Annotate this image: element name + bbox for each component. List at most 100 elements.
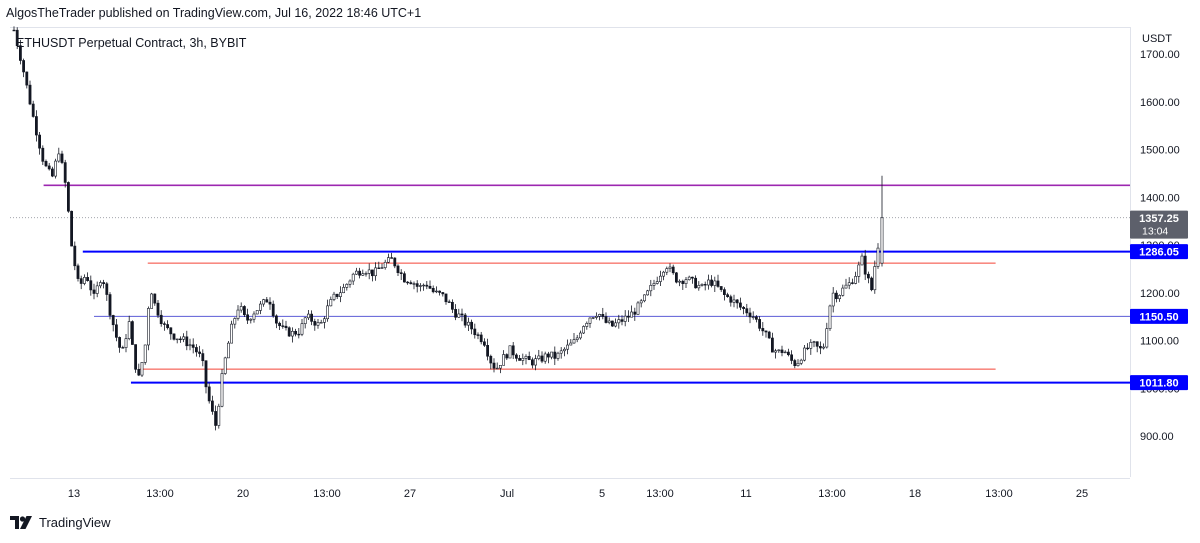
candle-body bbox=[236, 309, 240, 319]
candle-body bbox=[172, 333, 176, 340]
candle-body bbox=[751, 316, 755, 318]
candle-body bbox=[591, 317, 595, 319]
candle-body bbox=[63, 162, 67, 183]
x-tick-label: 5 bbox=[599, 488, 605, 500]
candle-body bbox=[825, 328, 829, 348]
candle-body bbox=[297, 333, 301, 336]
candle-body bbox=[838, 295, 842, 300]
candle-body bbox=[492, 362, 496, 369]
tradingview-logo-icon[interactable] bbox=[10, 515, 34, 530]
candle-body bbox=[575, 337, 579, 340]
x-tick-label: 13 bbox=[68, 488, 80, 500]
candle-body bbox=[540, 355, 544, 362]
candle-body bbox=[880, 217, 884, 264]
candle-body bbox=[626, 315, 630, 318]
candle-body bbox=[806, 347, 810, 350]
candle-body bbox=[67, 182, 70, 212]
candle-body bbox=[306, 313, 310, 319]
candle-body bbox=[742, 306, 746, 309]
candle-body bbox=[18, 45, 22, 61]
candle-body bbox=[550, 351, 554, 358]
candle-body bbox=[598, 314, 602, 317]
candle-body bbox=[252, 313, 256, 320]
candle-body bbox=[607, 320, 611, 323]
candle-body bbox=[345, 283, 349, 288]
candle-body bbox=[703, 284, 707, 286]
candle-body bbox=[265, 299, 269, 303]
candle-body bbox=[623, 315, 627, 322]
candle-body bbox=[402, 273, 406, 283]
candle-body bbox=[649, 285, 653, 292]
candle-body bbox=[822, 346, 826, 349]
current-price-badge-countdown: 13:04 bbox=[1142, 226, 1168, 238]
candle-body bbox=[159, 314, 163, 325]
candle-body bbox=[511, 345, 515, 356]
candle-body bbox=[41, 147, 45, 162]
candle-body bbox=[393, 257, 397, 267]
candle-body bbox=[335, 293, 339, 297]
candle-body bbox=[351, 273, 355, 282]
candle-body bbox=[377, 267, 381, 269]
candle-body bbox=[92, 289, 96, 294]
level-badge-1150.50: 1150.50 bbox=[1139, 311, 1178, 323]
x-tick-label: 13:00 bbox=[146, 488, 174, 500]
candle-body bbox=[470, 321, 474, 330]
candle-body bbox=[319, 322, 323, 324]
candle-body bbox=[716, 280, 720, 287]
x-tick-label: 25 bbox=[1076, 488, 1088, 500]
candle-body bbox=[99, 282, 102, 287]
candle-body bbox=[639, 300, 643, 304]
footer: TradingView bbox=[10, 515, 111, 530]
candle-body bbox=[121, 347, 125, 349]
y-tick-label: 1100.00 bbox=[1140, 336, 1179, 348]
level-badge-1011.80: 1011.80 bbox=[1139, 378, 1178, 390]
candle-body bbox=[211, 400, 214, 412]
level-badge-1011.80-bg bbox=[1130, 375, 1188, 391]
x-tick-label: 18 bbox=[909, 488, 921, 500]
candle-body bbox=[255, 310, 259, 315]
candle-body bbox=[860, 255, 864, 266]
candle-body bbox=[546, 353, 550, 358]
candle-body bbox=[674, 272, 678, 283]
candle-body bbox=[246, 314, 250, 321]
level-badge-1150.50-bg bbox=[1130, 308, 1188, 324]
candle-body bbox=[790, 354, 794, 361]
candle-body bbox=[658, 275, 662, 282]
candle-body bbox=[738, 302, 742, 308]
candle-body bbox=[831, 292, 835, 307]
chart-area[interactable] bbox=[10, 27, 1130, 479]
candle-body bbox=[195, 347, 198, 353]
candle-body bbox=[86, 277, 90, 281]
candle-body bbox=[140, 362, 144, 376]
candle-body bbox=[95, 285, 99, 294]
candle-body bbox=[585, 323, 589, 327]
candle-body bbox=[809, 342, 813, 349]
candle-body bbox=[115, 324, 118, 338]
candle-body bbox=[610, 320, 614, 327]
level-badge-1286.05-bg bbox=[1130, 244, 1188, 260]
candle-body bbox=[287, 327, 291, 337]
candle-body bbox=[12, 29, 16, 32]
candle-body bbox=[700, 284, 704, 286]
candle-body bbox=[111, 315, 115, 326]
candle-body bbox=[559, 350, 563, 354]
candle-body bbox=[214, 411, 218, 426]
candle-body bbox=[22, 60, 26, 73]
candle-body bbox=[310, 313, 314, 322]
x-tick-label: 13:00 bbox=[985, 488, 1013, 500]
candle-body bbox=[530, 359, 534, 366]
candle-body bbox=[201, 353, 205, 362]
candle-body bbox=[89, 280, 93, 291]
tradingview-brand[interactable]: TradingView bbox=[39, 515, 111, 530]
candle-body bbox=[329, 299, 333, 307]
candle-body bbox=[147, 308, 150, 346]
candle-body bbox=[505, 354, 509, 359]
candle-body bbox=[70, 210, 74, 247]
candle-body bbox=[383, 261, 387, 268]
candle-body bbox=[566, 344, 570, 350]
candle-body bbox=[268, 301, 272, 305]
candle-body bbox=[815, 341, 819, 347]
candle-body bbox=[518, 358, 522, 361]
candle-body bbox=[431, 288, 435, 293]
